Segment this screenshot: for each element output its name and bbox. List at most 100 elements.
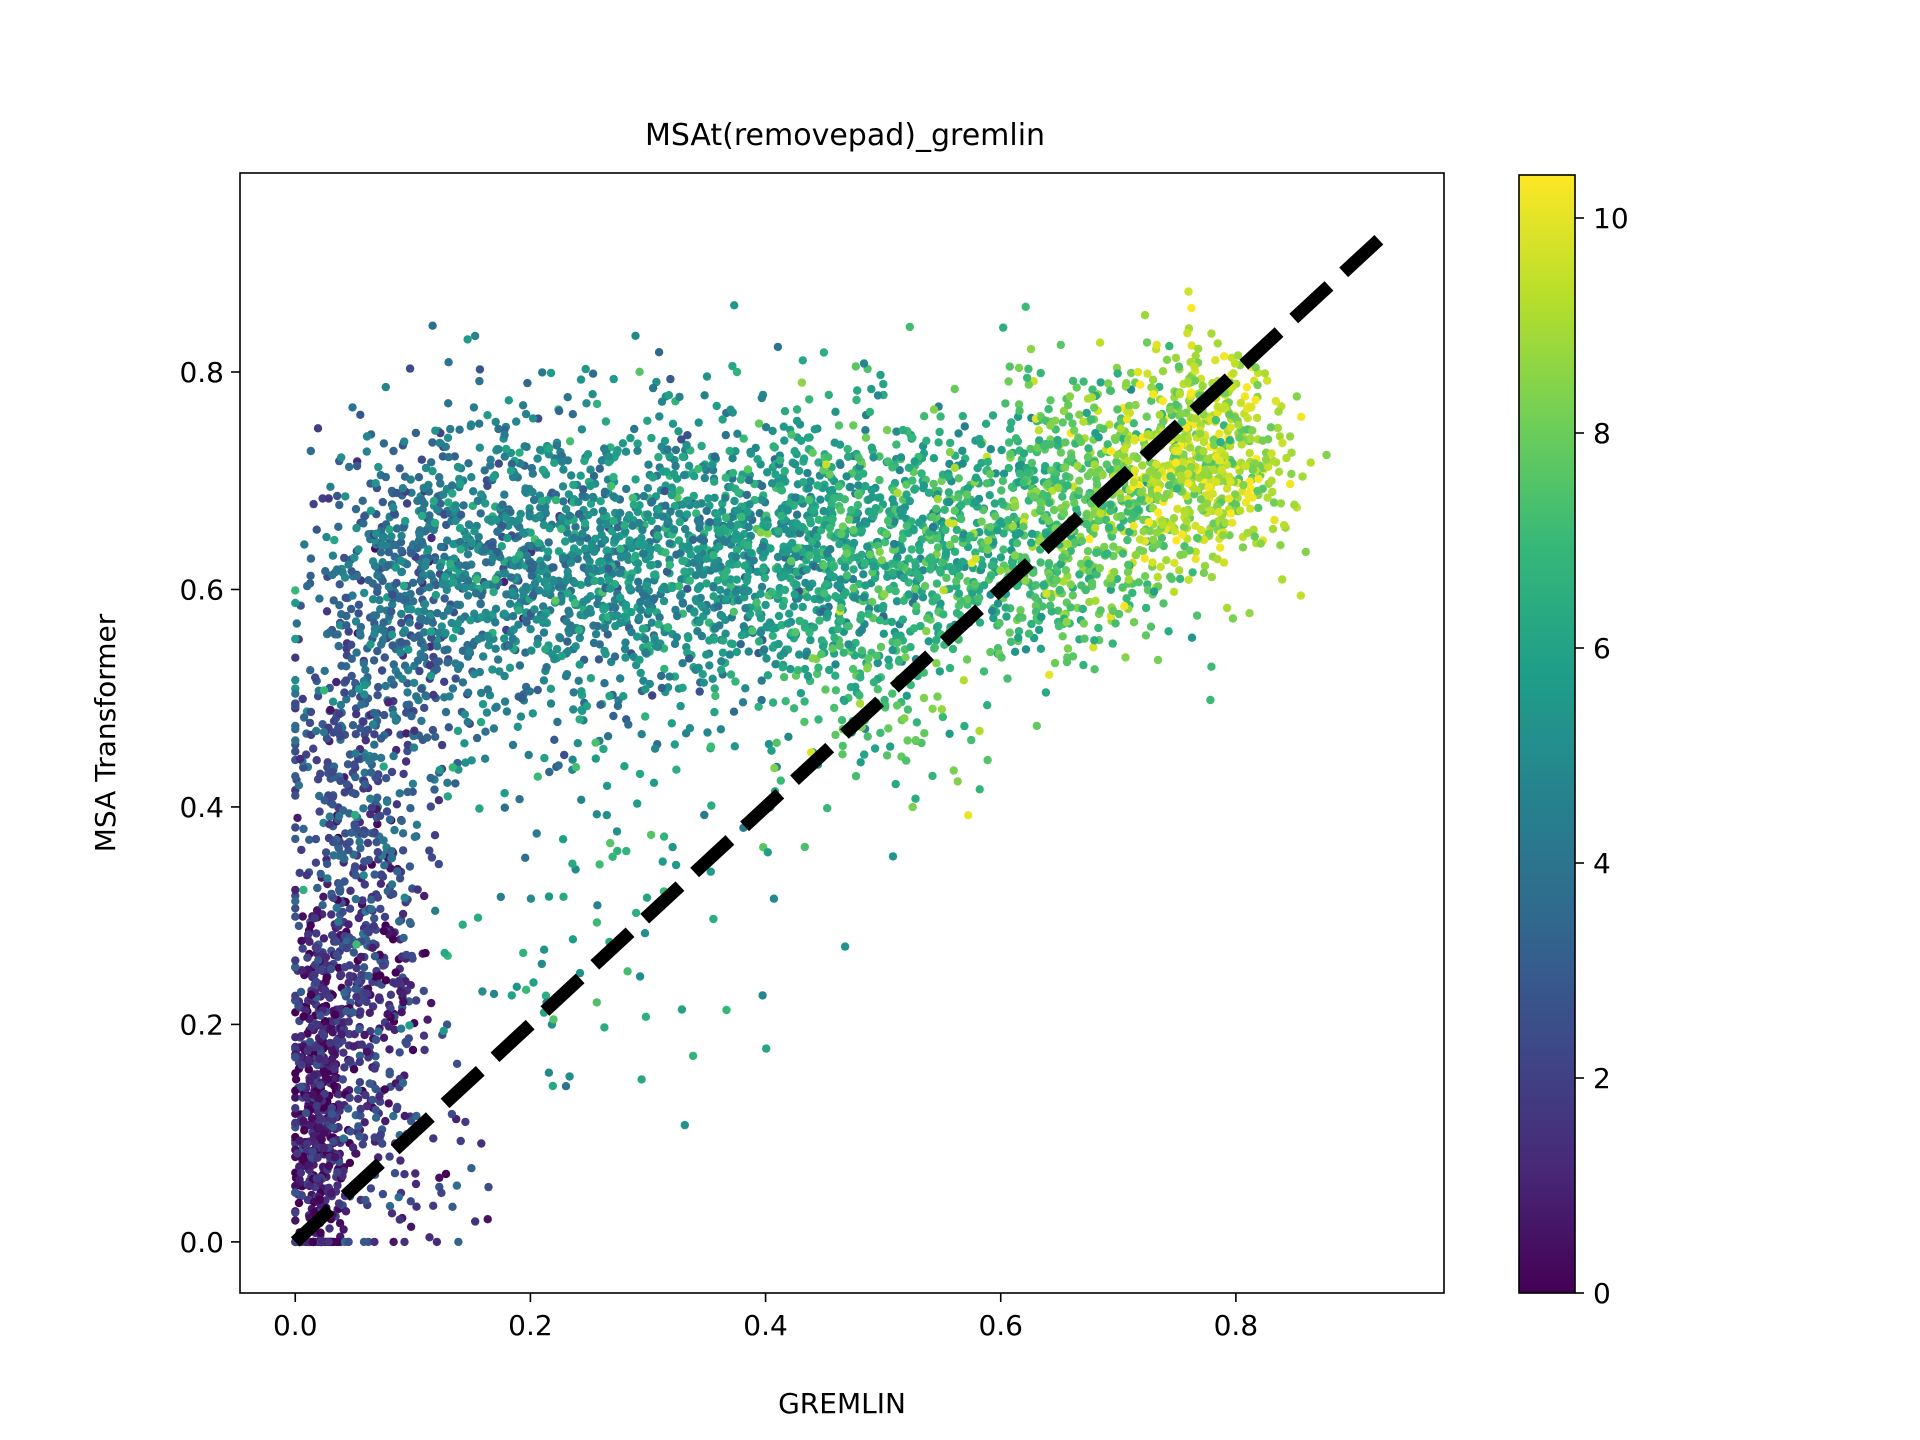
scatter-point bbox=[430, 831, 440, 840]
scatter-point bbox=[1140, 310, 1150, 320]
scatter-point bbox=[627, 628, 636, 637]
scatter-point bbox=[360, 1030, 369, 1040]
scatter-point bbox=[375, 1092, 384, 1101]
scatter-point bbox=[296, 1168, 306, 1178]
scatter-point bbox=[298, 694, 307, 704]
scatter-point bbox=[730, 301, 739, 310]
scatter-point bbox=[506, 507, 515, 517]
scatter-point bbox=[600, 679, 609, 688]
scatter-point bbox=[665, 560, 675, 570]
scatter-point bbox=[489, 473, 498, 482]
scatter-point bbox=[388, 503, 398, 512]
scatter-point bbox=[360, 690, 369, 699]
scatter-point bbox=[635, 613, 644, 622]
scatter-point bbox=[999, 469, 1009, 478]
scatter-point bbox=[787, 529, 796, 538]
scatter-point bbox=[427, 533, 436, 543]
scatter-point bbox=[297, 1060, 306, 1070]
scatter-point bbox=[344, 1017, 353, 1026]
scatter-point bbox=[494, 459, 503, 468]
scatter-point bbox=[618, 439, 628, 448]
scatter-point bbox=[1166, 572, 1175, 581]
scatter-point bbox=[582, 399, 591, 408]
scatter-point bbox=[376, 734, 386, 743]
scatter-point bbox=[316, 869, 325, 879]
scatter-point bbox=[294, 1198, 304, 1208]
scatter-point bbox=[427, 853, 437, 862]
scatter-point bbox=[773, 342, 783, 352]
scatter-point bbox=[420, 1045, 429, 1055]
scatter-point bbox=[435, 473, 444, 482]
scatter-point bbox=[933, 543, 943, 552]
scatter-point bbox=[359, 830, 369, 839]
scatter-point bbox=[370, 561, 380, 571]
scatter-point bbox=[662, 567, 672, 576]
scatter-point bbox=[417, 511, 427, 521]
scatter-point bbox=[539, 676, 549, 685]
chart-title: MSAt(removepad)_gremlin bbox=[645, 118, 1045, 153]
scatter-point bbox=[297, 966, 306, 975]
scatter-point bbox=[310, 970, 319, 980]
scatter-point bbox=[351, 749, 360, 758]
scatter-point bbox=[389, 660, 398, 669]
scatter-point bbox=[596, 700, 605, 709]
scatter-point bbox=[757, 393, 766, 403]
scatter-point bbox=[420, 891, 429, 901]
scatter-point bbox=[1129, 618, 1139, 627]
scatter-point bbox=[316, 1080, 325, 1090]
scatter-point bbox=[810, 425, 819, 434]
scatter-point bbox=[790, 447, 799, 456]
scatter-point bbox=[684, 633, 693, 643]
scatter-point bbox=[1029, 492, 1038, 501]
scatter-point bbox=[804, 495, 814, 505]
scatter-point bbox=[334, 811, 344, 821]
scatter-point bbox=[647, 433, 656, 443]
scatter-point bbox=[622, 484, 631, 494]
scatter-point bbox=[291, 1053, 300, 1062]
scatter-point bbox=[291, 634, 300, 644]
scatter-point bbox=[825, 470, 834, 479]
scatter-point bbox=[944, 518, 954, 527]
scatter-point bbox=[1108, 606, 1118, 616]
scatter-point bbox=[512, 417, 521, 426]
scatter-point bbox=[423, 733, 432, 742]
scatter-point bbox=[576, 375, 586, 384]
scatter-point bbox=[915, 546, 924, 555]
scatter-point bbox=[381, 472, 390, 482]
scatter-point bbox=[935, 565, 944, 575]
scatter-point bbox=[313, 424, 323, 433]
scatter-point bbox=[1036, 368, 1045, 378]
scatter-point bbox=[410, 726, 419, 735]
scatter-point bbox=[844, 515, 854, 524]
scatter-point bbox=[365, 1008, 374, 1017]
scatter-point bbox=[319, 1143, 329, 1153]
scatter-point bbox=[322, 973, 331, 983]
scatter-point bbox=[411, 428, 421, 438]
scatter-point bbox=[312, 726, 321, 736]
scatter-point bbox=[1113, 405, 1122, 414]
scatter-point bbox=[705, 661, 714, 670]
scatter-point bbox=[434, 859, 443, 869]
scatter-point bbox=[1075, 410, 1084, 419]
scatter-point bbox=[386, 847, 396, 856]
scatter-point bbox=[328, 551, 338, 560]
scatter-point bbox=[1078, 604, 1088, 614]
scatter-point bbox=[808, 448, 817, 457]
scatter-point bbox=[846, 482, 855, 492]
scatter-point bbox=[552, 441, 562, 450]
scatter-point bbox=[337, 1030, 346, 1039]
scatter-point bbox=[417, 537, 427, 546]
scatter-point bbox=[1054, 622, 1064, 631]
scatter-point bbox=[1141, 603, 1151, 613]
scatter-point bbox=[339, 1225, 348, 1234]
scatter-point bbox=[1098, 470, 1107, 480]
scatter-point bbox=[929, 479, 938, 489]
scatter-point bbox=[581, 364, 590, 374]
scatter-point bbox=[966, 531, 975, 541]
scatter-point bbox=[291, 791, 300, 800]
scatter-point bbox=[373, 793, 382, 802]
scatter-point bbox=[335, 887, 345, 896]
scatter-point bbox=[700, 473, 709, 483]
scatter-point bbox=[716, 725, 726, 734]
scatter-point bbox=[397, 816, 406, 826]
